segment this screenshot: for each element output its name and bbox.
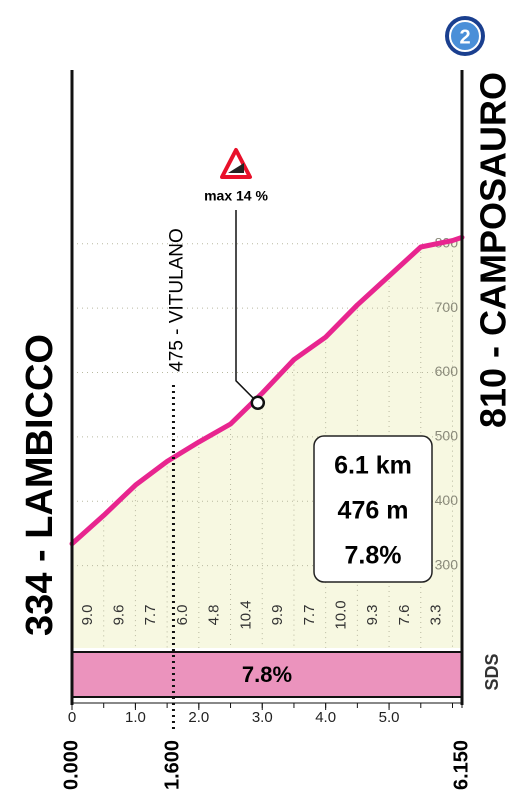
segment-gradient: 9.9	[269, 605, 286, 626]
segment-gradient: 9.6	[111, 605, 128, 626]
segment-gradient: 7.6	[396, 605, 413, 626]
start-km: 0.000	[60, 740, 82, 790]
waypoint-km: 1.600	[162, 740, 184, 790]
summary-distance: 6.1 km	[334, 452, 412, 480]
segment-gradient: 3.3	[428, 605, 445, 626]
annotation-leader	[235, 210, 259, 404]
summary-gain: 476 m	[338, 497, 409, 525]
summary-gradient: 7.8%	[345, 542, 402, 570]
annotation-marker	[250, 395, 266, 411]
segment-gradient: 10.0	[332, 600, 349, 629]
elevation-tick-label: 400	[435, 492, 459, 508]
start-name: 334 - LAMBICCO	[19, 334, 61, 636]
average-label: 7.8%	[242, 662, 292, 687]
segment-gradient: 9.0	[79, 605, 96, 626]
x-tick-label: 3.0	[252, 709, 273, 726]
x-tick-label: 2.0	[188, 709, 209, 726]
x-tick-label: 0	[68, 709, 76, 726]
x-tick-label: 4.0	[315, 709, 336, 726]
badge-number: 2	[459, 26, 470, 48]
elevation-tick-label: 300	[435, 556, 459, 572]
x-tick-label: 5.0	[379, 709, 400, 726]
summary-box	[313, 435, 433, 583]
segment-gradient: 4.8	[206, 605, 223, 626]
segment-gradient: 7.7	[301, 605, 318, 626]
segment-gradient: 10.4	[237, 600, 254, 629]
segment-gradient: 7.7	[142, 605, 159, 626]
x-tick-label: 1.0	[125, 709, 146, 726]
logo: SDS	[482, 653, 502, 690]
elevation-tick-label: 600	[435, 363, 459, 379]
finish-km: 6.150	[450, 740, 472, 790]
badge-inner	[449, 20, 481, 52]
max-gradient-label: max 14 %	[204, 188, 268, 204]
elevation-tick-label: 700	[435, 299, 459, 315]
segment-gradient: 6.0	[174, 605, 191, 626]
max-gradient-icon-slope	[228, 163, 244, 173]
finish-name: 810 - CAMPOSAURO	[473, 72, 514, 428]
profile-line	[69, 234, 465, 547]
segment-gradient: 9.3	[364, 605, 381, 626]
elevation-tick-label: 500	[435, 428, 459, 444]
waypoint-name: 475 - VITULANO	[166, 228, 187, 372]
